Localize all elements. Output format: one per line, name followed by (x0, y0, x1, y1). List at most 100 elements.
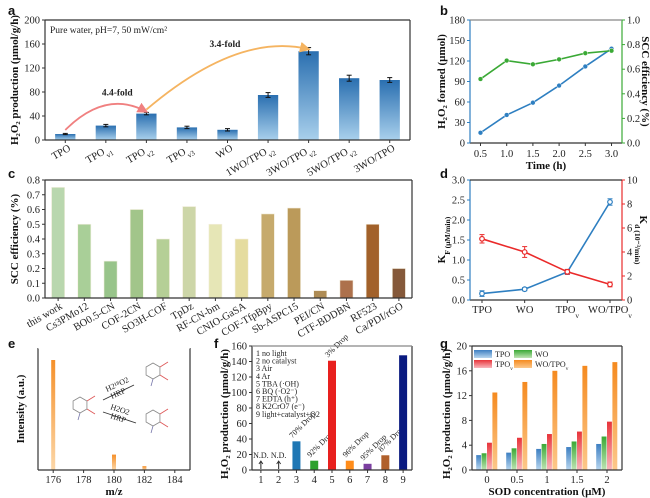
reaction-arrow-lower (102, 411, 137, 424)
y-tick-label: 4 (627, 248, 633, 259)
y-tick-label: 0.8 (627, 40, 640, 51)
bar (399, 355, 408, 470)
x-tick-label: TPOv (556, 305, 580, 320)
y-tick-label: 0.0 (627, 139, 640, 150)
y-axis-title-left: KF (µM/min) (436, 216, 452, 263)
y-tick-label: 0.6 (627, 65, 640, 76)
luminol-molecule (72, 395, 96, 421)
carbonyl-bond (86, 408, 96, 415)
y-tick-label: 90 (455, 77, 466, 88)
x-tick-label: 0.5 (510, 475, 523, 486)
bar (103, 260, 118, 299)
bar (310, 460, 319, 470)
y-tick-label: 16 (457, 366, 468, 377)
y-axis-title-right: Kd (10⁻³/min) (634, 216, 650, 265)
y-tick-label: 2 (627, 272, 632, 283)
data-point (607, 281, 613, 288)
bar (234, 238, 249, 299)
bar (566, 447, 572, 470)
legend-entry: 8 K2CrO7 (e⁻) (256, 402, 305, 411)
fold-label: 4.4-fold (102, 89, 134, 99)
bar (481, 453, 487, 470)
y-axis-title: H₂O₂ production (µmol/g/h) (9, 15, 21, 145)
bar (536, 448, 542, 470)
y-tick-label: 10 (627, 176, 638, 187)
y-axis-title: Intensity (a.u.) (15, 374, 27, 443)
y-tick-label: 0 (627, 296, 632, 307)
y-tick-label: 150 (449, 36, 465, 47)
data-point (608, 48, 615, 54)
bar (298, 51, 319, 141)
bar (257, 95, 279, 140)
bar (363, 463, 372, 470)
bar (381, 455, 390, 470)
x-axis-title: m/z (105, 486, 122, 498)
series-line (481, 238, 611, 286)
legend-label: WO/TPOv (535, 360, 569, 372)
y-tick-label: 80 (30, 88, 41, 99)
y-tick-label: 40 (237, 435, 248, 446)
x-tick-label: 6 (347, 475, 352, 486)
carbonyl-bond (159, 361, 169, 368)
carbonyl-bond (159, 408, 169, 415)
y-tick-label: 200 (24, 16, 40, 27)
y-axis-title-right: SCC efficiency (%) (639, 36, 650, 127)
bar (77, 223, 92, 299)
data-point (479, 290, 485, 297)
bar (129, 209, 144, 299)
y-tick-label: 4 (462, 441, 468, 452)
x-tick-label: 1.0 (500, 149, 513, 160)
fold-arrow (64, 102, 149, 131)
benzene-ring (145, 362, 161, 380)
y-axis-title: H₂O₂ production (µmol/g/h) (441, 349, 453, 479)
bar (156, 238, 170, 299)
y-tick-label: 100 (231, 388, 247, 399)
legend-entry: 4 Ar (256, 372, 270, 381)
data-point (479, 235, 485, 242)
y-tick-label: 120 (24, 64, 40, 75)
bar (260, 213, 275, 299)
data-point (504, 112, 510, 118)
bar (547, 434, 552, 470)
legend-entry: 1 no light (256, 349, 287, 358)
y-tick-label: 3.0 (452, 176, 465, 187)
x-tick-label: 176 (45, 475, 61, 486)
data-point (607, 199, 613, 205)
nd-arrowhead (276, 460, 281, 465)
y-tick-label: 8 (627, 200, 632, 211)
bar (142, 466, 147, 470)
x-tick-label: 184 (167, 475, 184, 486)
y-tick-label: 0.4 (627, 89, 641, 100)
bar (476, 455, 482, 470)
x-tick-label: 4 (312, 475, 318, 486)
data-point (556, 82, 562, 89)
bar (51, 360, 56, 470)
bar (487, 442, 492, 470)
bar (492, 392, 498, 470)
y-tick-label: 80 (237, 404, 248, 415)
legend-swatch (474, 360, 492, 368)
y-tick-label: 0 (35, 136, 40, 147)
y-tick-label: 2.0 (452, 216, 465, 227)
bar (607, 421, 612, 470)
x-tick-label: WO/TPOv (588, 305, 632, 320)
y-tick-label: 0.2 (627, 114, 640, 125)
data-point (521, 249, 528, 255)
y-tick-label: 20 (457, 342, 468, 353)
y-tick-label: 140 (231, 357, 247, 368)
y-tick-label: 160 (24, 40, 40, 51)
bar (176, 127, 198, 140)
bar (511, 448, 517, 470)
bar (582, 365, 588, 470)
legend-swatch (474, 350, 492, 358)
bar (328, 360, 336, 470)
legend-label: TPO (495, 350, 510, 359)
y-tick-label: 30 (455, 118, 466, 129)
y-tick-label: 0.2 (27, 264, 40, 275)
panel-letter-d: d (440, 166, 448, 181)
